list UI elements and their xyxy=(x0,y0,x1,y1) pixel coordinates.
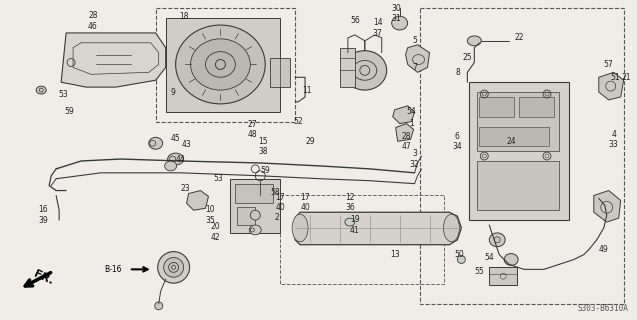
Bar xyxy=(235,184,273,203)
Bar xyxy=(280,196,445,284)
Text: FR.: FR. xyxy=(32,268,55,286)
Text: 23: 23 xyxy=(181,184,190,193)
Text: 44: 44 xyxy=(176,155,185,164)
Text: 54: 54 xyxy=(484,253,494,262)
Bar xyxy=(489,268,517,285)
Text: 10
35: 10 35 xyxy=(206,205,215,225)
Text: 12
36: 12 36 xyxy=(345,193,355,212)
Text: 30
31: 30 31 xyxy=(392,4,401,23)
Bar xyxy=(340,48,355,87)
Ellipse shape xyxy=(250,210,261,220)
Bar xyxy=(479,126,549,146)
Polygon shape xyxy=(61,33,166,87)
Polygon shape xyxy=(396,124,413,141)
Text: 24: 24 xyxy=(506,137,516,146)
Ellipse shape xyxy=(343,51,387,90)
Text: 18: 18 xyxy=(179,12,189,21)
Ellipse shape xyxy=(457,256,466,263)
Ellipse shape xyxy=(149,137,162,149)
Polygon shape xyxy=(295,212,461,245)
Ellipse shape xyxy=(505,253,518,265)
Text: 21: 21 xyxy=(622,73,631,82)
Text: 53: 53 xyxy=(213,174,224,183)
Text: 17
40: 17 40 xyxy=(300,193,310,212)
Text: 16
39: 16 39 xyxy=(38,205,48,225)
Ellipse shape xyxy=(489,233,505,247)
Ellipse shape xyxy=(392,16,408,30)
Ellipse shape xyxy=(168,153,183,165)
Text: 9: 9 xyxy=(170,88,175,97)
Bar xyxy=(420,8,624,304)
Text: 49: 49 xyxy=(599,245,608,254)
Text: 50: 50 xyxy=(455,250,464,259)
Text: 13: 13 xyxy=(390,250,399,259)
Bar xyxy=(519,97,554,117)
Ellipse shape xyxy=(468,36,482,46)
Text: 8: 8 xyxy=(455,68,460,77)
Ellipse shape xyxy=(292,214,308,242)
Text: 28
46: 28 46 xyxy=(88,12,98,31)
Polygon shape xyxy=(599,72,624,100)
Polygon shape xyxy=(187,190,208,210)
Bar xyxy=(477,161,559,210)
Text: 14
37: 14 37 xyxy=(373,18,383,38)
Text: 55: 55 xyxy=(475,267,484,276)
Text: 3
32: 3 32 xyxy=(410,149,419,169)
Text: 59: 59 xyxy=(64,107,74,116)
Bar xyxy=(155,8,295,122)
Text: 59: 59 xyxy=(261,166,270,175)
Text: 6
34: 6 34 xyxy=(452,132,462,151)
Text: 51: 51 xyxy=(610,73,620,82)
Text: 43: 43 xyxy=(182,140,192,149)
Text: 15
38: 15 38 xyxy=(259,137,268,156)
Bar xyxy=(270,58,290,87)
Polygon shape xyxy=(406,45,429,72)
Text: 5: 5 xyxy=(412,36,417,45)
Bar xyxy=(238,207,255,225)
Text: 25: 25 xyxy=(462,53,472,62)
Ellipse shape xyxy=(443,214,459,242)
Ellipse shape xyxy=(249,225,261,235)
Text: 28
47: 28 47 xyxy=(402,132,412,151)
Ellipse shape xyxy=(345,218,355,226)
Ellipse shape xyxy=(164,258,183,277)
Bar xyxy=(166,18,280,112)
Bar xyxy=(477,92,559,151)
Ellipse shape xyxy=(165,161,176,171)
Ellipse shape xyxy=(36,86,47,94)
Text: 22: 22 xyxy=(514,33,524,42)
Text: 20
42: 20 42 xyxy=(211,222,220,242)
Ellipse shape xyxy=(190,39,250,90)
Text: 57: 57 xyxy=(604,60,613,69)
Text: 54: 54 xyxy=(406,107,417,116)
Ellipse shape xyxy=(176,25,265,104)
Text: 4
33: 4 33 xyxy=(609,130,619,149)
Polygon shape xyxy=(392,106,415,124)
Ellipse shape xyxy=(158,252,190,283)
Text: 7: 7 xyxy=(412,63,417,72)
Polygon shape xyxy=(594,190,620,222)
Text: S303-B6310A: S303-B6310A xyxy=(578,304,629,313)
Bar xyxy=(479,97,514,117)
Text: 29: 29 xyxy=(305,137,315,146)
Bar xyxy=(231,179,280,233)
Text: 58: 58 xyxy=(270,188,280,197)
Text: 11: 11 xyxy=(303,85,311,95)
Bar xyxy=(469,82,569,220)
Text: 56: 56 xyxy=(350,16,360,25)
Text: 2: 2 xyxy=(275,213,280,222)
Text: 27
48: 27 48 xyxy=(248,120,257,139)
Text: 19
41: 19 41 xyxy=(350,215,360,235)
Text: 17
40: 17 40 xyxy=(275,193,285,212)
Text: B-16: B-16 xyxy=(104,265,122,274)
Text: 53: 53 xyxy=(58,90,68,99)
Text: 45: 45 xyxy=(171,134,180,143)
Ellipse shape xyxy=(155,302,162,310)
Text: 52: 52 xyxy=(293,117,303,126)
Text: 1: 1 xyxy=(409,119,414,128)
